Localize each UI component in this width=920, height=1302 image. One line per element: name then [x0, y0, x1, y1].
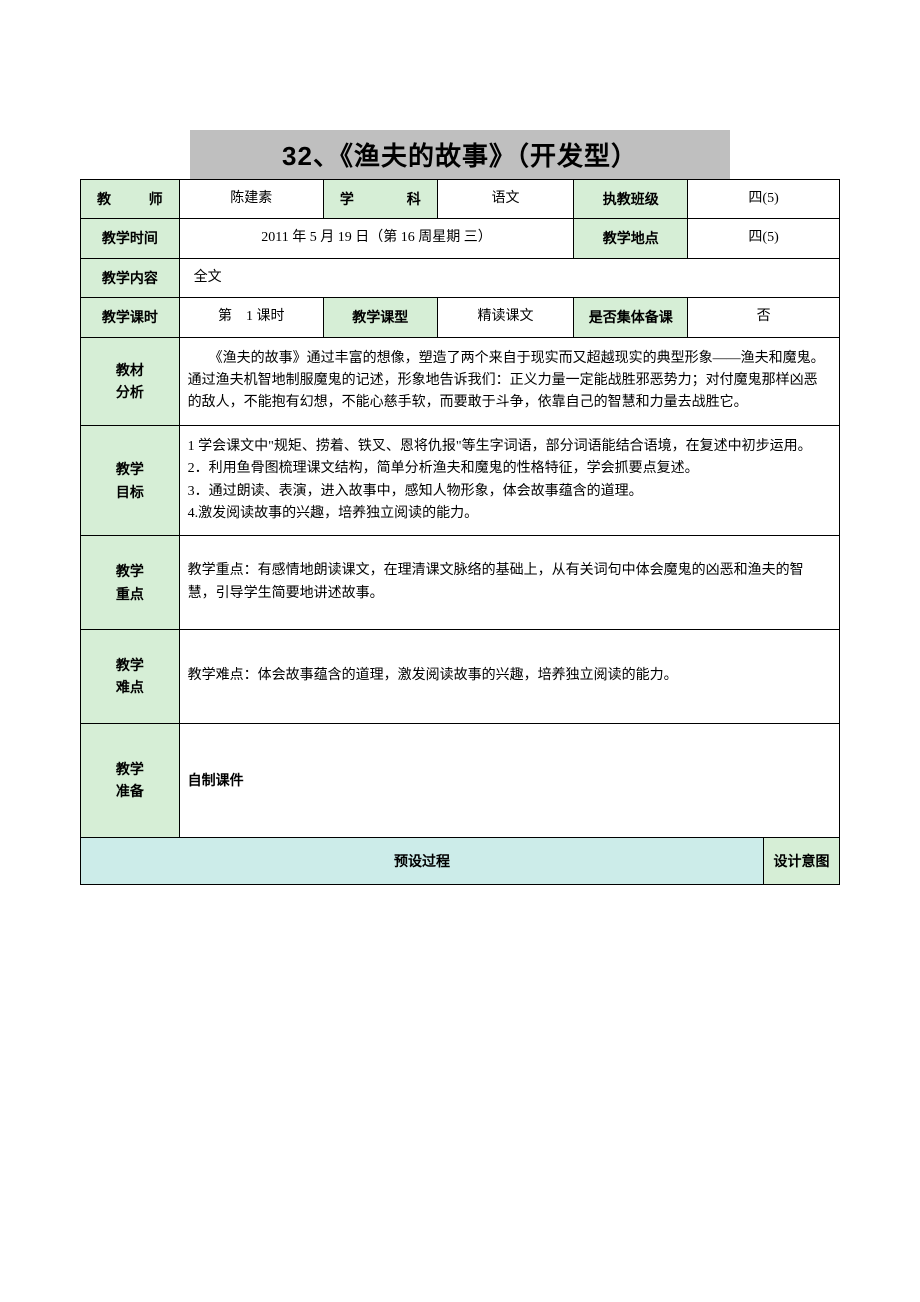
class-label: 执教班级 [574, 180, 688, 219]
content-label: 教学内容 [81, 258, 180, 297]
analysis-text: 《渔夫的故事》通过丰富的想像，塑造了两个来自于现实而又超越现实的典型形象——渔夫… [179, 337, 839, 425]
keypoint-text: 教学重点：有感情地朗读课文，在理清课文脉络的基础上，从有关词句中体会魔鬼的凶恶和… [179, 536, 839, 630]
class-value: 四(5) [688, 180, 840, 219]
subject-value: 语文 [437, 180, 574, 219]
analysis-label: 教材 分析 [81, 337, 180, 425]
table-row: 教学 目标 1 学会课文中"规矩、捞着、铁叉、恩将仇报"等生字词语，部分词语能结… [81, 425, 840, 536]
objective-line: 1 学会课文中"规矩、捞着、铁叉、恩将仇报"等生字词语，部分词语能结合语境，在复… [188, 436, 831, 458]
place-value: 四(5) [688, 219, 840, 258]
keypoint-label: 教学 重点 [81, 536, 180, 630]
table-row: 教学课时 第 1 课时 教学课型 精读课文 是否集体备课 否 [81, 298, 840, 337]
time-label: 教学时间 [81, 219, 180, 258]
page-title: 32、《渔夫的故事》（开发型） [190, 130, 730, 179]
collective-label: 是否集体备课 [574, 298, 688, 337]
intent-header: 设计意图 [764, 837, 840, 884]
table-row: 教学时间 2011 年 5 月 19 日（第 16 周星期 三） 教学地点 四(… [81, 219, 840, 258]
table-row: 教学内容 全文 [81, 258, 840, 297]
table-row: 教学 难点 教学难点：体会故事蕴含的道理，激发阅读故事的兴趣，培养独立阅读的能力… [81, 630, 840, 724]
type-value: 精读课文 [437, 298, 574, 337]
objectives-text: 1 学会课文中"规矩、捞着、铁叉、恩将仇报"等生字词语，部分词语能结合语境，在复… [179, 425, 839, 536]
process-header: 预设过程 [81, 837, 764, 884]
objectives-label: 教学 目标 [81, 425, 180, 536]
objective-line: 4.激发阅读故事的兴趣，培养独立阅读的能力。 [188, 503, 831, 525]
difficulty-text: 教学难点：体会故事蕴含的道理，激发阅读故事的兴趣，培养独立阅读的能力。 [179, 630, 839, 724]
table-row: 教学 准备 自制课件 [81, 723, 840, 837]
period-label: 教学课时 [81, 298, 180, 337]
time-value: 2011 年 5 月 19 日（第 16 周星期 三） [179, 219, 574, 258]
table-row: 教 师 陈建素 学 科 语文 执教班级 四(5) [81, 180, 840, 219]
content-value: 全文 [179, 258, 839, 297]
table-row: 教学 重点 教学重点：有感情地朗读课文，在理清课文脉络的基础上，从有关词句中体会… [81, 536, 840, 630]
objective-line: 3．通过朗读、表演，进入故事中，感知人物形象，体会故事蕴含的道理。 [188, 481, 831, 503]
difficulty-label: 教学 难点 [81, 630, 180, 724]
type-label: 教学课型 [323, 298, 437, 337]
place-label: 教学地点 [574, 219, 688, 258]
subject-label: 学 科 [323, 180, 437, 219]
teacher-label: 教 师 [81, 180, 180, 219]
period-value: 第 1 课时 [179, 298, 323, 337]
lesson-plan-table: 教 师 陈建素 学 科 语文 执教班级 四(5) 教学时间 2011 年 5 月… [80, 179, 840, 885]
collective-value: 否 [688, 298, 840, 337]
prep-text: 自制课件 [179, 723, 839, 837]
prep-label: 教学 准备 [81, 723, 180, 837]
teacher-value: 陈建素 [179, 180, 323, 219]
table-row: 预设过程 设计意图 [81, 837, 840, 884]
objective-line: 2．利用鱼骨图梳理课文结构，简单分析渔夫和魔鬼的性格特征，学会抓要点复述。 [188, 458, 831, 480]
table-row: 教材 分析 《渔夫的故事》通过丰富的想像，塑造了两个来自于现实而又超越现实的典型… [81, 337, 840, 425]
